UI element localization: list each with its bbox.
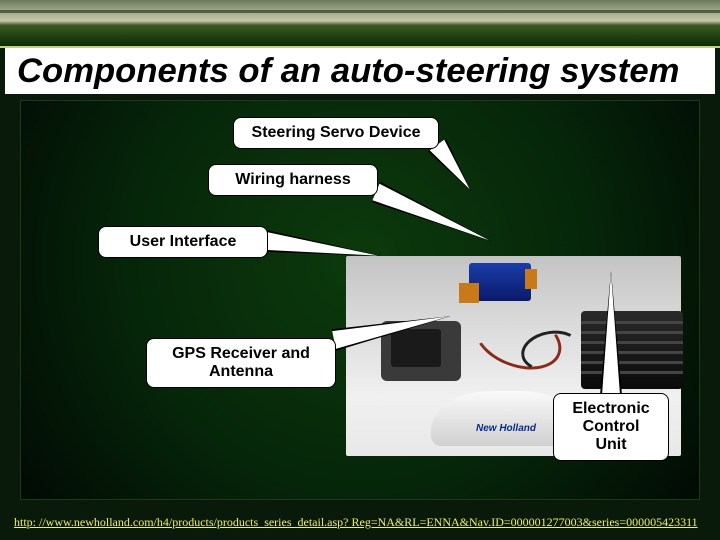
callout-label: GPS Receiver and Antenna <box>163 345 319 381</box>
callout-label: Electronic Control Unit <box>570 400 652 454</box>
callout-pointer-user-interface <box>266 241 381 256</box>
callout-user-interface: User Interface <box>98 226 268 258</box>
callout-steering-servo: Steering Servo Device <box>233 117 439 149</box>
callout-pointer-wiring-harness <box>376 192 491 241</box>
page-title: Components of an auto-steering system <box>17 52 679 91</box>
callout-gps-receiver: GPS Receiver and Antenna <box>146 338 336 388</box>
callout-label: Steering Servo Device <box>252 124 421 142</box>
callout-ecu: Electronic Control Unit <box>553 393 669 461</box>
callout-pointer-steering-servo <box>437 145 471 191</box>
slide-root: Components of an auto-steering system Ne… <box>0 0 720 540</box>
callout-wiring-harness: Wiring harness <box>208 164 378 196</box>
banner-streak <box>0 10 720 13</box>
ecu-hardware-icon <box>581 311 683 389</box>
content-area: New Holland Steering Servo DeviceWiring … <box>20 100 700 500</box>
source-url-link[interactable]: http: //www.newholland.com/h4/products/p… <box>14 515 710 530</box>
callout-label: Wiring harness <box>235 171 350 189</box>
landscape-banner <box>0 0 720 48</box>
servo-valve-hardware-icon <box>469 263 531 301</box>
callout-label: User Interface <box>130 233 237 251</box>
title-bar: Components of an auto-steering system <box>5 48 715 94</box>
